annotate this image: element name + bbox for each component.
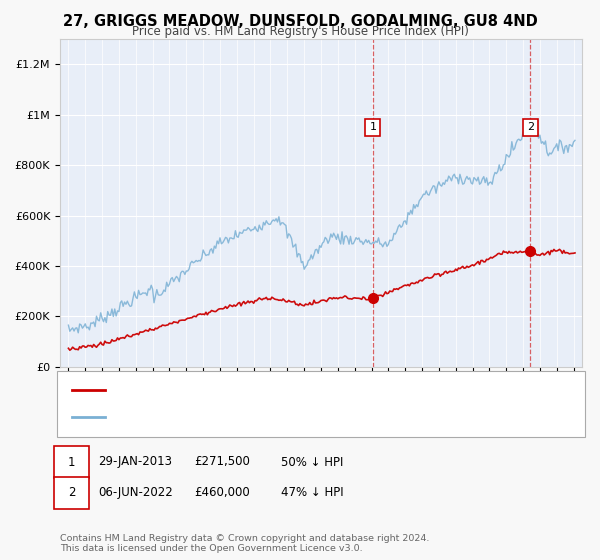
Text: 2: 2: [68, 486, 75, 500]
Text: Contains HM Land Registry data © Crown copyright and database right 2024.
This d: Contains HM Land Registry data © Crown c…: [60, 534, 430, 553]
Text: 1: 1: [68, 455, 75, 469]
Text: 1: 1: [370, 123, 376, 132]
Text: £271,500: £271,500: [194, 455, 250, 469]
Text: 06-JUN-2022: 06-JUN-2022: [98, 486, 173, 500]
Text: HPI: Average price, detached house, Waverley: HPI: Average price, detached house, Wave…: [111, 412, 352, 422]
Text: £460,000: £460,000: [194, 486, 250, 500]
Text: 27, GRIGGS MEADOW, DUNSFOLD, GODALMING, GU8 4ND (detached house): 27, GRIGGS MEADOW, DUNSFOLD, GODALMING, …: [111, 385, 509, 395]
Text: 47% ↓ HPI: 47% ↓ HPI: [281, 486, 343, 500]
Text: 2: 2: [527, 123, 534, 132]
Text: 29-JAN-2013: 29-JAN-2013: [98, 455, 172, 469]
Text: Price paid vs. HM Land Registry's House Price Index (HPI): Price paid vs. HM Land Registry's House …: [131, 25, 469, 38]
Text: 27, GRIGGS MEADOW, DUNSFOLD, GODALMING, GU8 4ND: 27, GRIGGS MEADOW, DUNSFOLD, GODALMING, …: [62, 14, 538, 29]
Text: 50% ↓ HPI: 50% ↓ HPI: [281, 455, 343, 469]
